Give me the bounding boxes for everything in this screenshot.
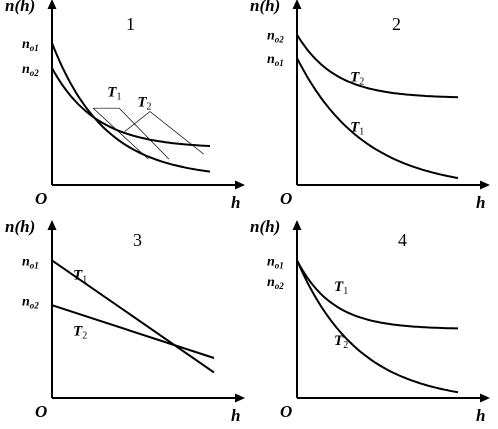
x-axis-arrow bbox=[480, 180, 490, 190]
panel-1: n(h) h O 1 no1 no2 T1 T2 bbox=[5, 0, 245, 212]
y-axis-arrow bbox=[292, 0, 302, 9]
series-label-T2: T2 bbox=[350, 69, 364, 87]
series-label-T1: T1 bbox=[107, 84, 121, 102]
y-axis-label: n(h) bbox=[250, 217, 280, 236]
y-tick-label-2: no2 bbox=[22, 62, 39, 78]
y-tick-label-1: no2 bbox=[267, 29, 284, 45]
panel-2: n(h) h O 2 no2 no1 T2 T1 bbox=[250, 0, 490, 212]
series-curve-T2 bbox=[51, 67, 211, 148]
panel-3: n(h) h O 3 no1 no2 T1 T2 bbox=[5, 217, 245, 425]
x-axis-label: h bbox=[231, 406, 240, 425]
series-label-T1: T1 bbox=[350, 120, 364, 138]
x-axis-label: h bbox=[231, 193, 240, 212]
guide-line-5 bbox=[149, 111, 204, 155]
x-axis-label: h bbox=[476, 193, 485, 212]
y-axis-arrow bbox=[47, 0, 57, 9]
origin-label: O bbox=[280, 402, 292, 421]
origin-label: O bbox=[280, 189, 292, 208]
series-label-T2: T2 bbox=[137, 95, 151, 113]
series-label-T2: T2 bbox=[73, 324, 87, 342]
x-axis-arrow bbox=[235, 393, 245, 403]
y-tick-label-1: no1 bbox=[22, 37, 39, 53]
x-axis-arrow bbox=[235, 180, 245, 190]
series-label-T1: T1 bbox=[334, 279, 348, 297]
y-tick-label-2: no2 bbox=[267, 275, 284, 291]
panel-number: 1 bbox=[126, 14, 135, 34]
guide-line-1 bbox=[92, 107, 149, 160]
y-axis-label: n(h) bbox=[5, 0, 35, 15]
series-curve-T1 bbox=[296, 259, 458, 330]
series-curve-T2 bbox=[296, 259, 459, 394]
y-axis-label: n(h) bbox=[5, 217, 35, 236]
series-curve-T1 bbox=[51, 259, 215, 374]
series-label-T2: T2 bbox=[334, 333, 348, 351]
y-axis-label: n(h) bbox=[250, 0, 280, 15]
y-tick-label-2: no2 bbox=[22, 294, 39, 310]
guide-line-4 bbox=[124, 111, 151, 132]
y-axis-arrow bbox=[292, 220, 302, 230]
y-tick-label-1: no1 bbox=[22, 254, 39, 270]
series-curve-T2 bbox=[51, 304, 215, 359]
y-tick-label-1: no1 bbox=[267, 254, 284, 270]
origin-label: O bbox=[35, 189, 47, 208]
series-curve-T1 bbox=[296, 57, 459, 179]
panel-4: n(h) h O 4 no1 no2 T1 T2 bbox=[250, 217, 490, 425]
series-label-T1: T1 bbox=[73, 268, 87, 286]
x-axis-arrow bbox=[480, 393, 490, 403]
origin-label: O bbox=[35, 402, 47, 421]
panel-number: 4 bbox=[398, 230, 407, 250]
y-axis-arrow bbox=[47, 220, 57, 230]
series-curve-T1 bbox=[51, 42, 211, 173]
panel-number: 2 bbox=[392, 14, 401, 34]
x-axis-label: h bbox=[476, 406, 485, 425]
panel-number: 3 bbox=[133, 230, 142, 250]
guide-line-3 bbox=[118, 107, 170, 160]
series-curve-T2 bbox=[296, 34, 459, 99]
y-tick-label-2: no1 bbox=[267, 52, 284, 68]
